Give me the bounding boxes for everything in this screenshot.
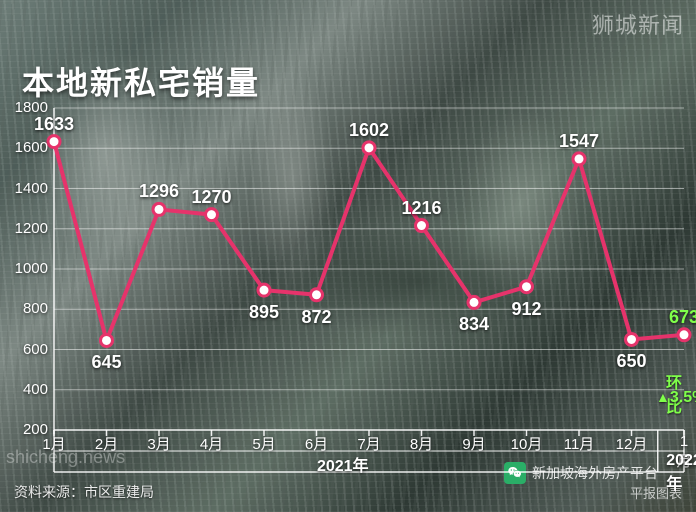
source-label: 资料来源：市区重建局 bbox=[14, 482, 154, 502]
x-year-label: 2021年 bbox=[317, 452, 369, 476]
data-label: 673 bbox=[669, 307, 696, 328]
data-label: 872 bbox=[301, 307, 331, 328]
x-tick-label: 7月 bbox=[357, 433, 380, 454]
x-tick-label: 12月 bbox=[616, 433, 648, 454]
y-tick-label: 1600 bbox=[8, 139, 48, 156]
x-tick-label: 1月 bbox=[42, 433, 65, 454]
x-tick-label: 6月 bbox=[305, 433, 328, 454]
data-label: 1547 bbox=[559, 131, 599, 152]
data-label: 912 bbox=[511, 299, 541, 320]
x-tick-label: 11月 bbox=[564, 433, 595, 454]
delta-value: ▲3.5% bbox=[656, 389, 696, 407]
chart-labels-layer: 200400600800100012001400160018001月2月3月4月… bbox=[0, 0, 696, 512]
y-tick-label: 600 bbox=[8, 341, 48, 358]
data-label: 1296 bbox=[139, 181, 179, 202]
x-tick-label: 10月 bbox=[511, 433, 543, 454]
x-tick-label: 2月 bbox=[95, 433, 118, 454]
data-label: 645 bbox=[91, 352, 121, 373]
data-label: 895 bbox=[249, 302, 279, 323]
data-label: 1270 bbox=[191, 187, 231, 208]
data-label: 1602 bbox=[349, 120, 389, 141]
data-label: 1633 bbox=[34, 114, 74, 135]
y-tick-label: 800 bbox=[8, 300, 48, 317]
x-tick-label: 4月 bbox=[200, 433, 223, 454]
credit-label: 平报图表 bbox=[630, 483, 682, 502]
x-tick-label: 8月 bbox=[410, 433, 433, 454]
y-tick-label: 400 bbox=[8, 381, 48, 398]
data-label: 650 bbox=[616, 351, 646, 372]
x-tick-label: 3月 bbox=[147, 433, 170, 454]
data-label: 834 bbox=[459, 314, 489, 335]
y-tick-label: 1400 bbox=[8, 180, 48, 197]
x-tick-label: 5月 bbox=[252, 433, 275, 454]
data-label: 1216 bbox=[401, 198, 441, 219]
y-tick-label: 1000 bbox=[8, 260, 48, 277]
x-tick-label: 9月 bbox=[462, 433, 485, 454]
y-tick-label: 1200 bbox=[8, 220, 48, 237]
